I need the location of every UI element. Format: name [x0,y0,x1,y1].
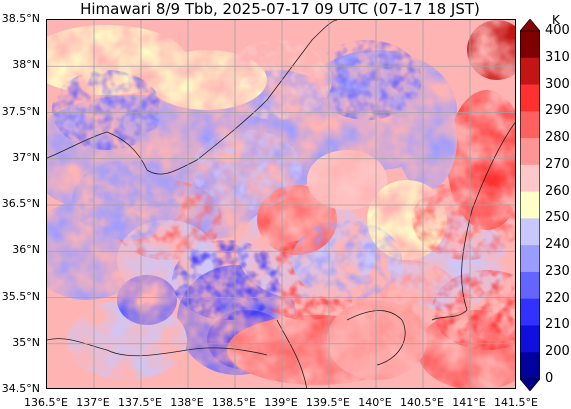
colorbar-band [520,84,540,112]
coastline-segment [47,20,338,175]
field-speckle [52,70,162,150]
colorbar [520,19,540,391]
lat-tick-label: 37.5°N [1,104,40,118]
colorbar-band [520,31,540,59]
lat-tick-label: 38.5°N [1,12,40,25]
colorbar-band [520,245,540,273]
colorbar-tick-label: 220 [545,290,570,306]
map-plot-area [46,19,516,389]
colorbar-tick-label: 290 [545,103,570,119]
temperature-field-map [47,20,515,388]
lat-tick-label: 35°N [12,335,40,349]
colorbar-tick-label: 300 [545,76,570,92]
lon-tick-label: 137°E [76,396,110,409]
lon-tick-label: 137.5°E [118,396,162,409]
colorbar-band [520,111,540,139]
field-region [467,20,515,80]
colorbar-band [520,57,540,86]
chart-title: Himawari 8/9 Tbb, 2025-07-17 09 UTC (07-… [80,0,480,18]
lon-tick-label: 138.5°E [212,396,256,409]
colorbar-band [520,298,540,326]
colorbar-tick-label: 280 [545,130,570,146]
colorbar-band [520,352,540,380]
lon-tick-label: 136.5°E [24,396,68,409]
field-speckle [412,180,515,260]
lon-tick-label: 140.5°E [400,396,444,409]
colorbar-band [520,164,540,193]
field-speckle [172,240,282,320]
lon-tick-label: 139.5°E [306,396,350,409]
field-speckle [292,220,402,300]
coastline-segment [276,319,307,388]
colorbar-band [520,325,540,353]
lat-tick-label: 38°N [12,58,40,72]
colorbar-band [520,138,540,166]
colorbar-extend-top [520,19,540,32]
colorbar-tick-label: 270 [545,156,570,172]
brightness-temperature-field [47,20,515,388]
colorbar-band [520,191,540,219]
colorbar-tick-label: 210 [545,317,570,333]
field-speckle [222,40,332,120]
lon-tick-label: 141°E [452,396,486,409]
colorbar-tick-label: 400 [545,23,570,38]
colorbar-unit: K [552,13,560,27]
lat-tick-label: 34.5°N [1,382,40,395]
field-speckle [312,40,422,120]
field-region [397,90,457,190]
field-region [117,275,177,325]
coastline-segment [431,122,515,321]
colorbar-tick-label: 230 [545,263,570,279]
field-speckle [432,270,515,350]
colorbar-tick-label: 250 [545,210,570,226]
colorbar-extend-bottom [520,378,540,391]
field-region [307,150,387,210]
lat-tick-label: 35.5°N [1,289,40,303]
colorbar-tick-label: 260 [545,183,570,199]
colorbar-tick-label: 0 [545,371,554,386]
lon-tick-label: 140°E [358,396,392,409]
colorbar-tick-label: 200 [545,344,570,360]
field-speckle [72,160,182,240]
field-speckle [192,130,302,210]
colorbar-tick-label: 310 [545,49,570,65]
gridlines [47,20,515,388]
lat-tick-label: 37°N [12,150,40,164]
lat-tick-label: 36°N [12,243,40,257]
colorbar-band [520,218,540,246]
lon-tick-label: 141.5°E [494,396,538,409]
colorbar-tick-label: 240 [545,237,570,253]
lon-tick-label: 138°E [170,396,204,409]
coastline [47,20,515,388]
colorbar-band [520,271,540,300]
coastline-segment [47,338,268,357]
lat-tick-label: 36.5°N [1,197,40,210]
coastline-segment [346,310,406,366]
lon-tick-label: 139°E [264,396,298,409]
